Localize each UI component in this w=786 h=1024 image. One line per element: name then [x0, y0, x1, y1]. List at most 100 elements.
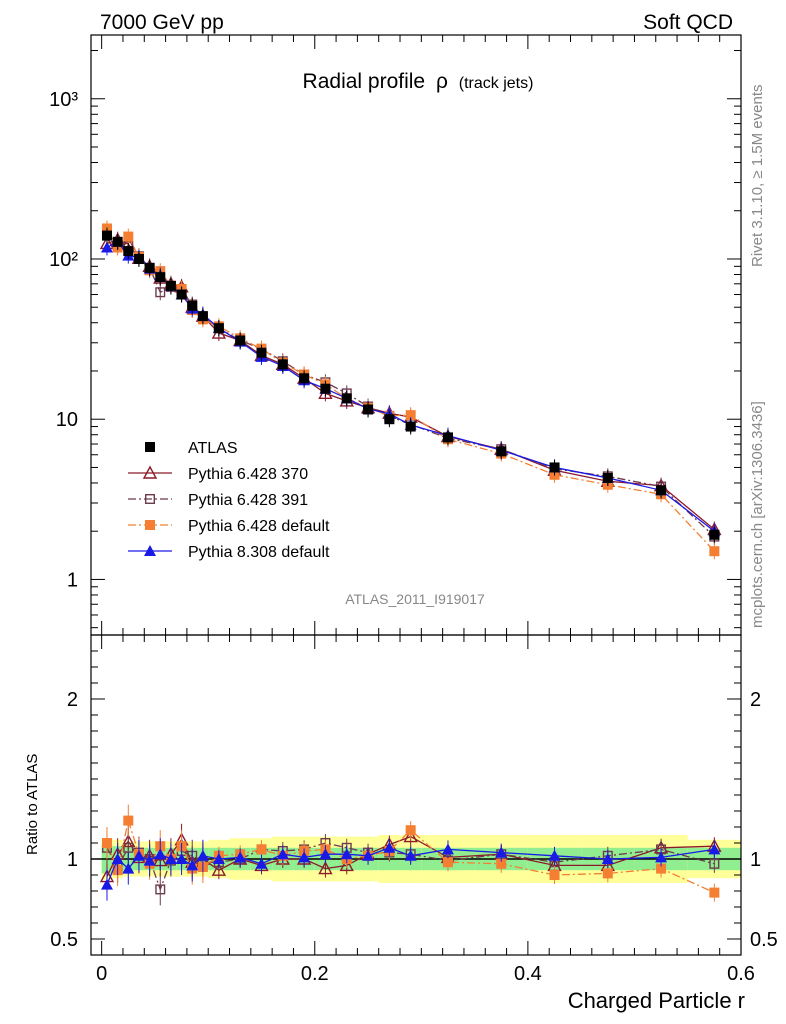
data-point	[299, 373, 310, 384]
data-point	[187, 300, 198, 311]
ratio-y-axis-label: Ratio to ATLAS	[24, 754, 41, 855]
ratio-data-point	[175, 853, 188, 864]
y-tick-label: 10²	[49, 249, 78, 271]
ratio-data-point	[111, 853, 124, 864]
ratio-data-point	[655, 851, 668, 863]
ratio-data-point	[155, 884, 166, 895]
y-tick-label: 10	[56, 409, 78, 431]
series-line	[106, 230, 715, 538]
ratio-y-tick-label: 2	[67, 689, 78, 711]
data-point	[709, 529, 720, 540]
ratio-data-point	[548, 849, 561, 861]
ratio-y-tick-label-right: 0.5	[750, 929, 778, 951]
ratio-data-point	[549, 870, 560, 880]
main-plot: 1 10 10² 10³	[49, 35, 742, 635]
ratio-data-point	[405, 825, 416, 836]
legend-marker	[142, 465, 158, 479]
ratio-data-point	[123, 815, 134, 826]
data-point	[602, 472, 613, 483]
ratio-data-point	[211, 862, 227, 876]
legend: ATLAS Pythia 6.428 370 Pythia 6.428 391 Pyt…	[128, 440, 330, 561]
data-point	[256, 347, 267, 358]
ratio-y-tick-label-right: 2	[750, 689, 761, 711]
ratio-data-point	[122, 862, 135, 874]
ratio-data-point	[340, 848, 353, 860]
data-point	[549, 462, 560, 473]
ratio-data-point	[442, 857, 453, 868]
data-point	[709, 546, 720, 557]
data-point	[656, 485, 667, 496]
ratio-data-point	[154, 848, 167, 860]
plot-title-suffix: (track jets)	[459, 75, 534, 92]
legend-label: Pythia 6.428 default	[188, 518, 330, 535]
data-point	[213, 323, 224, 334]
data-point	[155, 272, 166, 283]
data-point	[405, 421, 416, 432]
ratio-data-point	[123, 842, 134, 853]
data-point	[384, 414, 395, 425]
ratio-data-point	[164, 853, 177, 864]
data-point	[100, 241, 113, 253]
ratio-data-point	[319, 848, 332, 860]
ratio-data-point	[709, 887, 720, 898]
ratio-data-point	[143, 854, 156, 866]
data-point	[112, 236, 123, 247]
legend-label: ATLAS	[188, 440, 238, 457]
y-tick-label: 1	[67, 569, 78, 591]
data-point	[235, 335, 246, 346]
ratio-data-point	[602, 868, 613, 879]
ratio-data-point	[383, 841, 396, 853]
ratio-y-tick-label-right: 1	[750, 849, 761, 871]
ratio-data-point	[234, 851, 247, 863]
series-line	[106, 238, 715, 530]
analysis-label: ATLAS_2011_I919017	[345, 591, 485, 607]
ratio-data-point	[496, 858, 507, 869]
ratio-data-point	[132, 849, 145, 861]
data-point	[363, 404, 374, 415]
plot-title-main: Radial profile	[303, 70, 426, 93]
data-point	[165, 280, 176, 291]
ratio-data-point	[339, 857, 354, 872]
ratio-plot: 0 0.2 0.4 0.6 0.5 0.5 1 1 2 2	[50, 634, 778, 985]
ratio-data-point	[256, 844, 267, 855]
ratio-data-point	[212, 853, 225, 864]
ratio-data-point	[101, 838, 112, 848]
legend-label: Pythia 6.428 391	[188, 492, 308, 509]
ratio-data-point	[656, 863, 667, 874]
data-point	[197, 311, 208, 322]
ratio-y-tick-label: 1	[67, 849, 78, 871]
data-point	[320, 383, 331, 394]
ratio-data-point	[362, 849, 375, 861]
data-point	[123, 231, 134, 242]
x-tick-label: 0.6	[727, 963, 755, 985]
header-left-label: 7000 GeV pp	[100, 11, 224, 34]
data-point	[101, 230, 112, 241]
data-point	[442, 432, 453, 443]
ratio-data-point	[186, 859, 199, 871]
ratio-data-point	[255, 857, 268, 869]
data-point	[176, 289, 187, 300]
ratio-y-tick-label: 0.5	[50, 929, 78, 951]
legend-marker	[145, 442, 155, 452]
mcplots-reference-label: mcplots.cern.ch [arXiv:1306.3436]	[749, 401, 766, 628]
ratio-data-point	[276, 848, 289, 860]
ratio-data-point	[403, 829, 418, 843]
x-tick-label: 0	[96, 963, 107, 985]
plot-title: Radial profile ρ (track jets)	[303, 70, 534, 93]
data-point	[496, 446, 507, 457]
data-point	[405, 410, 416, 421]
ratio-data-point	[441, 843, 454, 855]
x-axis-label: Charged Particle r	[568, 988, 745, 1013]
data-point	[133, 253, 144, 264]
ratio-data-point	[404, 849, 417, 861]
ratio-series-line	[106, 842, 715, 892]
ratio-data-point	[708, 843, 721, 855]
x-tick-label: 0.2	[301, 963, 329, 985]
plot-title-symbol: ρ	[436, 70, 448, 93]
legend-label: Pythia 8.308 default	[188, 544, 330, 561]
legend-marker	[145, 520, 155, 530]
data-point	[341, 393, 352, 404]
legend-marker	[144, 494, 155, 505]
ratio-data-point	[318, 861, 333, 875]
